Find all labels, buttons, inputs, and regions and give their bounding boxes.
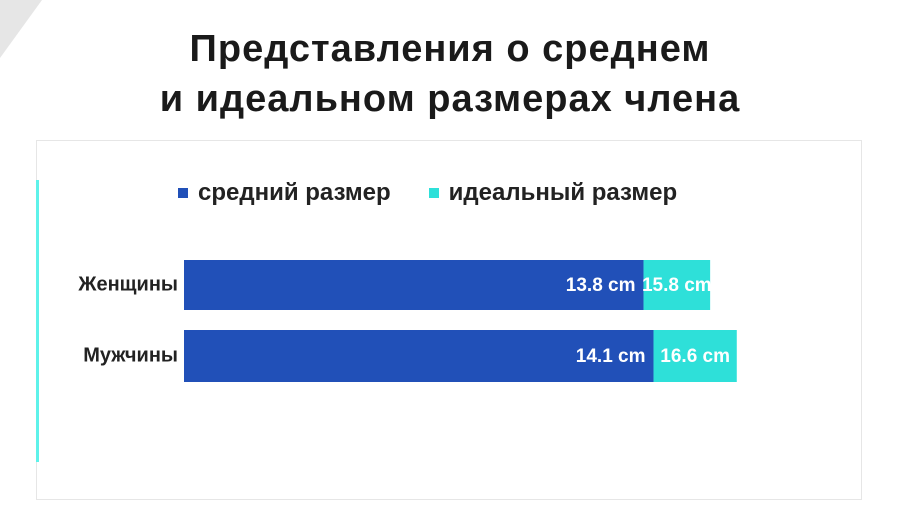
accent-line xyxy=(36,180,39,462)
legend-swatch-average xyxy=(178,188,188,198)
value-label-ideal: 15.8 cm xyxy=(642,275,712,296)
chart-title-line-1: Представления о среднем xyxy=(189,28,711,70)
bar-average xyxy=(184,330,654,382)
category-label: Женщины xyxy=(77,273,178,295)
bar-ideal xyxy=(643,260,711,310)
bar-average xyxy=(184,260,644,310)
category-label: Мужчины xyxy=(83,344,178,366)
legend-label-ideal: идеальный размер xyxy=(448,179,678,206)
legend-item-ideal: идеальный размер xyxy=(428,179,678,207)
legend-swatch-ideal xyxy=(428,188,439,198)
chart-title: Представления о среднем и идеальном разм… xyxy=(0,24,900,124)
legend-item-average: средний размер xyxy=(178,179,391,207)
bar-ideal xyxy=(653,330,737,382)
value-label-average: 13.8 cm xyxy=(566,275,636,296)
legend-label-average: средний размер xyxy=(198,179,391,206)
corner-decoration xyxy=(0,0,42,58)
value-label-ideal: 16.6 cm xyxy=(660,346,730,367)
value-label-average: 14.1 cm xyxy=(576,346,646,367)
chart-legend: средний размер идеальный размер xyxy=(178,178,677,208)
chart-title-line-2: и идеальном размерах члена xyxy=(159,78,741,120)
